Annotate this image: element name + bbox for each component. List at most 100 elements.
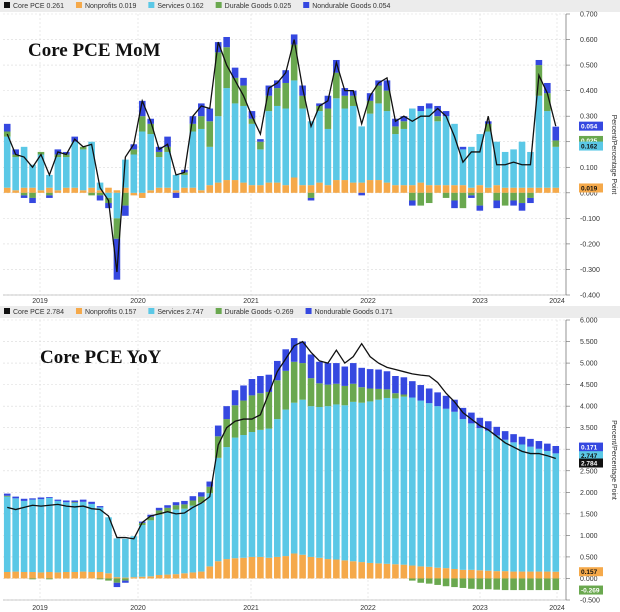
- bar-nonprofits: [400, 564, 408, 579]
- bar-durable-goods: [451, 578, 458, 588]
- bar-durable-goods: [12, 154, 19, 158]
- legend-entry-nondurable-goods: Nondurable Goods 0.171: [315, 309, 393, 316]
- bar-durable-goods: [273, 88, 281, 106]
- bar-services: [400, 128, 408, 186]
- bar-nondurable-goods: [400, 377, 408, 395]
- bar-nondurable-goods: [20, 498, 28, 501]
- value-badge: [579, 451, 603, 461]
- bar-nondurable-goods: [434, 105, 441, 117]
- bar-nonprofits: [400, 185, 408, 193]
- x-tick-label: 2021: [243, 298, 259, 305]
- bar-durable-goods: [79, 146, 87, 150]
- x-tick-label: 2021: [243, 605, 259, 612]
- bar-nonprofits: [20, 572, 28, 579]
- bar-nonprofits: [544, 571, 551, 579]
- bar-durable-goods: [409, 578, 416, 581]
- bar-durable-goods: [282, 82, 290, 109]
- legend-entry-core-pce: Core PCE 2.784: [13, 309, 64, 316]
- bar-nonprofits: [341, 180, 349, 193]
- bar-nonprofits: [88, 187, 95, 193]
- bar-nondurable-goods: [417, 105, 425, 112]
- bar-services: [122, 538, 129, 578]
- legend-swatch-core-pce: [4, 308, 10, 314]
- bar-services: [476, 428, 484, 571]
- bar-services: [383, 111, 391, 183]
- bar-nonprofits: [240, 182, 247, 193]
- bar-nonprofits: [3, 572, 11, 579]
- bar-nonprofits: [324, 559, 332, 579]
- yoy-chart-panel: Core PCE 2.784 Nonprofits 0.157 Services 2…: [0, 306, 620, 612]
- legend-entry-nonprofits: Nonprofits 0.157: [85, 309, 136, 316]
- bar-nondurable-goods: [20, 195, 28, 198]
- bar-nonprofits: [172, 190, 180, 193]
- y-tick-label: -0.200: [580, 241, 600, 248]
- bar-nondurable-goods: [425, 103, 433, 109]
- bar-nonprofits: [375, 180, 382, 193]
- bar-services: [527, 151, 534, 188]
- value-badge-label: 2.784: [581, 461, 598, 468]
- bar-services: [122, 159, 129, 188]
- bar-services: [248, 432, 256, 557]
- bar-durable-goods: [282, 370, 290, 410]
- bar-nonprofits: [96, 190, 104, 193]
- bar-nondurable-goods: [12, 149, 19, 155]
- bar-services: [71, 141, 79, 188]
- bar-nondurable-goods: [527, 197, 534, 204]
- bar-nondurable-goods: [417, 385, 425, 401]
- bar-nondurable-goods: [265, 374, 273, 392]
- bar-nondurable-goods: [214, 425, 222, 437]
- bar-durable-goods: [223, 47, 230, 89]
- bar-nonprofits: [476, 570, 484, 579]
- bar-nondurable-goods: [468, 195, 475, 198]
- bar-nonprofits: [122, 187, 129, 193]
- bar-services: [518, 444, 526, 572]
- bar-services: [63, 157, 70, 188]
- mom-chart-panel: Core PCE 0.261 Nonprofits 0.019 Services 0…: [0, 0, 620, 305]
- bar-services: [105, 517, 112, 574]
- bar-durable-goods: [417, 578, 425, 583]
- bar-services: [155, 514, 163, 576]
- bar-nondurable-goods: [366, 369, 374, 389]
- bar-nonprofits: [299, 554, 306, 579]
- bar-nondurable-goods: [544, 82, 551, 94]
- bar-durable-goods: [164, 146, 171, 152]
- bar-durable-goods: [214, 52, 222, 117]
- bar-nondurable-goods: [349, 363, 357, 384]
- bar-nonprofits: [223, 180, 230, 193]
- bar-nonprofits: [527, 571, 534, 579]
- legend-entry-services: Services 2.747: [157, 309, 203, 316]
- bar-nonprofits: [434, 185, 441, 193]
- legend: Core PCE 0.261 Nonprofits 0.019 Services 0…: [4, 2, 391, 10]
- bar-durable-goods: [63, 154, 70, 158]
- bar-services: [282, 108, 290, 186]
- bar-nonprofits: [96, 572, 104, 579]
- bar-services: [451, 411, 458, 569]
- bar-services: [316, 407, 323, 558]
- bar-nondurable-goods: [442, 111, 450, 117]
- bar-durable-goods: [37, 151, 45, 155]
- bar-durable-goods: [518, 578, 526, 591]
- bar-nonprofits: [333, 180, 340, 193]
- bar-nondurable-goods: [459, 146, 467, 150]
- bar-nonprofits: [240, 557, 247, 579]
- bar-services: [181, 174, 188, 188]
- bar-services: [79, 149, 87, 191]
- bar-durable-goods: [316, 383, 323, 408]
- bar-durable-goods: [96, 578, 104, 580]
- bar-services: [54, 500, 62, 573]
- bar-nonprofits: [484, 187, 492, 193]
- bar-services: [510, 442, 517, 572]
- bar-services: [290, 80, 298, 178]
- bar-nondurable-goods: [324, 95, 332, 109]
- bar-services: [198, 128, 205, 191]
- bar-nonprofits: [552, 187, 560, 193]
- bar-durable-goods: [341, 385, 349, 406]
- bar-nonprofits: [63, 572, 70, 579]
- y-tick-label: 0.600: [580, 37, 598, 44]
- bar-services: [459, 419, 467, 570]
- bar-nonprofits: [341, 560, 349, 579]
- bar-nondurable-goods: [231, 390, 239, 406]
- x-tick-label: 2019: [32, 298, 48, 305]
- bar-nonprofits: [392, 185, 399, 193]
